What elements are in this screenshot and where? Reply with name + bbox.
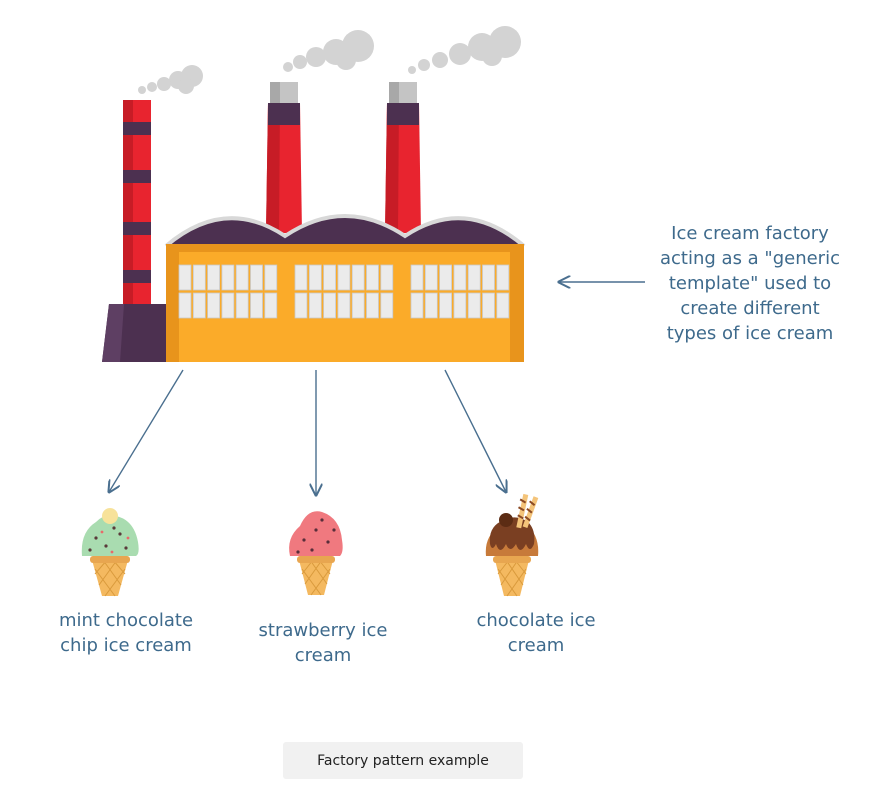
strawberry-ice-cream-icon bbox=[289, 511, 343, 596]
chocolate-ice-cream-icon bbox=[485, 493, 539, 597]
window-pane bbox=[380, 292, 394, 319]
window-pane bbox=[192, 292, 206, 319]
window-pane bbox=[308, 264, 322, 291]
window-pane bbox=[178, 264, 192, 291]
arrow-to-mint bbox=[109, 369, 184, 492]
window-pane bbox=[294, 292, 308, 319]
window-pane bbox=[482, 264, 495, 291]
mint-label: mint chocolate chip ice cream bbox=[58, 610, 194, 656]
window-pane bbox=[178, 292, 192, 319]
window-pane bbox=[235, 292, 249, 319]
arrows bbox=[109, 282, 645, 495]
window-pane bbox=[453, 264, 467, 291]
window-pane bbox=[250, 292, 263, 319]
caption-box: Factory pattern example bbox=[283, 742, 523, 779]
window-pane bbox=[264, 292, 278, 319]
factory-annotation: Ice cream factory acting as a "generic t… bbox=[660, 223, 840, 344]
window-pane bbox=[323, 264, 337, 291]
smoke-left-icon bbox=[138, 65, 203, 94]
window-pane bbox=[207, 292, 221, 319]
window-pane bbox=[366, 292, 379, 319]
window-pane bbox=[496, 264, 510, 291]
smoke-right-icon bbox=[408, 26, 521, 74]
window-pane bbox=[221, 292, 235, 319]
window-pane bbox=[337, 292, 351, 319]
window-pane bbox=[221, 264, 235, 291]
smoke-middle-icon bbox=[283, 30, 374, 72]
window-pane bbox=[323, 292, 337, 319]
wafer-sticks-icon bbox=[516, 493, 539, 529]
window-pane bbox=[467, 264, 481, 291]
chocolate-label: chocolate ice cream bbox=[476, 610, 596, 656]
window-pane bbox=[439, 292, 453, 319]
factory-windows bbox=[178, 264, 510, 319]
window-pane bbox=[424, 292, 438, 319]
window-pane bbox=[337, 264, 351, 291]
window-pane bbox=[496, 292, 510, 319]
window-pane bbox=[264, 264, 278, 291]
window-pane bbox=[482, 292, 495, 319]
window-pane bbox=[250, 264, 263, 291]
factory-icon bbox=[102, 82, 526, 362]
window-pane bbox=[294, 264, 308, 291]
window-pane bbox=[192, 264, 206, 291]
arrow-to-chocolate bbox=[444, 369, 506, 492]
window-pane bbox=[410, 292, 424, 319]
window-pane bbox=[366, 264, 379, 291]
window-pane bbox=[467, 292, 481, 319]
window-pane bbox=[207, 264, 221, 291]
window-pane bbox=[308, 292, 322, 319]
window-pane bbox=[453, 292, 467, 319]
window-pane bbox=[235, 264, 249, 291]
window-pane bbox=[380, 264, 394, 291]
mint-ice-cream-icon bbox=[81, 508, 139, 597]
window-pane bbox=[410, 264, 424, 291]
window-pane bbox=[351, 264, 365, 291]
window-pane bbox=[439, 264, 453, 291]
window-pane bbox=[351, 292, 365, 319]
window-pane bbox=[424, 264, 438, 291]
strawberry-label: strawberry ice cream bbox=[258, 620, 388, 666]
